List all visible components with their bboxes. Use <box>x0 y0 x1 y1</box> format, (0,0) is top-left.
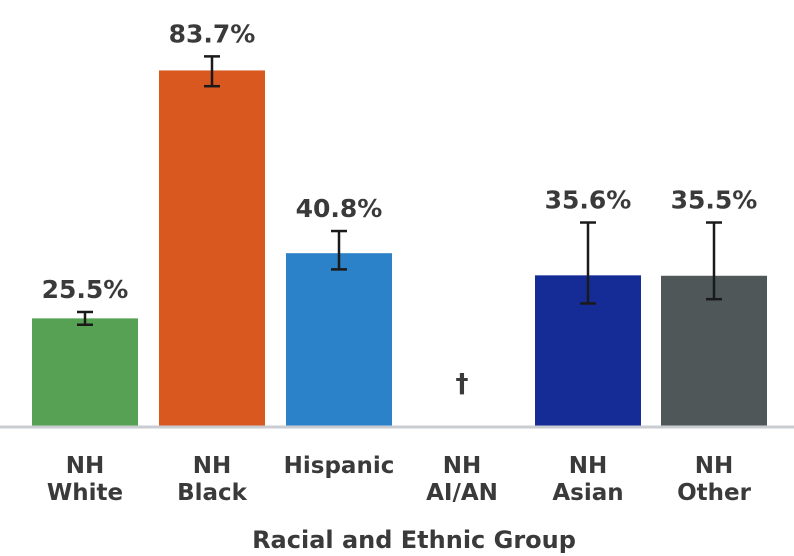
category-label-hispanic-line-1: Hispanic <box>284 453 395 479</box>
error-bar-nh-asian <box>580 221 596 305</box>
category-label-nh-black-line-1: NH <box>193 453 232 479</box>
category-label-nh-black-line-2: Black <box>177 480 248 506</box>
category-label-nh-white-line-2: White <box>47 480 123 506</box>
category-label-nh-other-line-2: Other <box>677 480 752 506</box>
bar-nh-black <box>159 70 265 428</box>
bar-nh-other <box>661 275 767 427</box>
value-labels-layer: 25.5% 83.7% 40.8% † 35.6% 35.5% <box>42 19 758 399</box>
error-bar-nh-other <box>706 221 722 301</box>
error-bars-layer <box>77 55 722 327</box>
bar-hispanic <box>286 253 392 427</box>
bars-layer <box>32 70 767 428</box>
bar-nh-white <box>32 318 138 427</box>
value-label-hispanic: 40.8% <box>296 194 383 223</box>
error-bar-hispanic <box>331 229 347 271</box>
error-bar-nh-white <box>77 310 93 327</box>
value-label-nh-other: 35.5% <box>671 186 758 215</box>
category-label-nh-asian-line-1: NH <box>569 453 608 479</box>
suppressed-marker-nh-ai-an: † <box>456 369 469 399</box>
category-label-nh-white-line-1: NH <box>66 453 105 479</box>
error-bar-nh-black <box>204 55 220 88</box>
value-label-nh-asian: 35.6% <box>545 186 632 215</box>
category-label-nh-asian-line-2: Asian <box>552 480 623 506</box>
category-label-nh-ai-an-line-1: NH <box>443 453 482 479</box>
category-label-nh-ai-an-line-2: AI/AN <box>426 480 498 506</box>
value-label-nh-black: 83.7% <box>169 19 256 48</box>
value-label-nh-white: 25.5% <box>42 275 129 304</box>
x-axis-title: Racial and Ethnic Group <box>252 526 576 554</box>
category-label-nh-other-line-1: NH <box>695 453 734 479</box>
